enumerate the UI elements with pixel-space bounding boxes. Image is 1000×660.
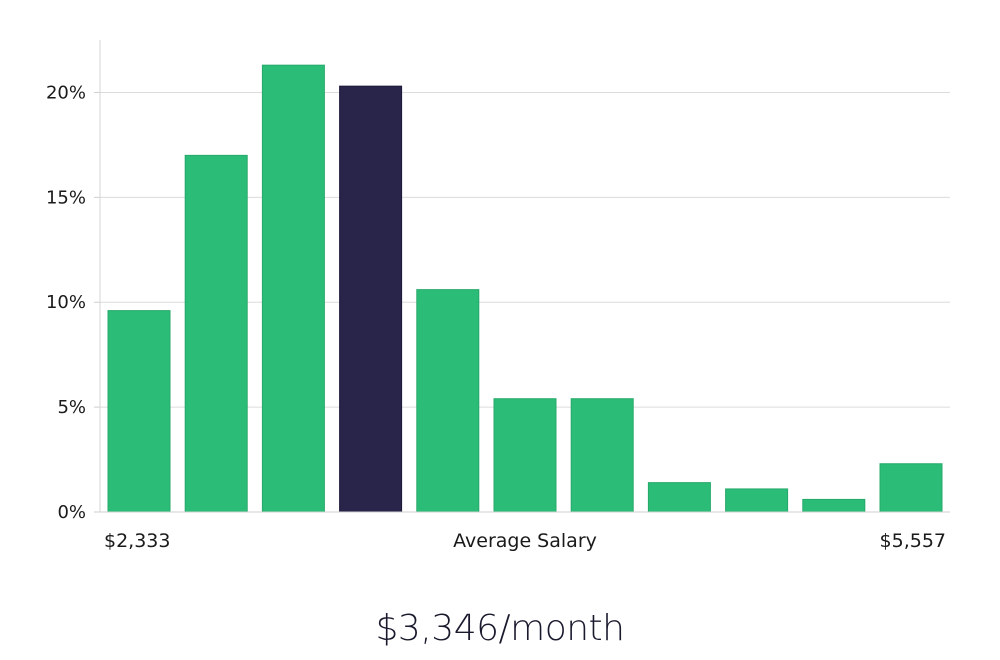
histogram-bar-highlighted	[339, 85, 403, 513]
y-tick-labels: 0% 5% 10% 15% 20%	[46, 82, 100, 523]
y-tick-label: 20%	[46, 82, 86, 103]
histogram-bar	[493, 398, 557, 513]
histogram-bar	[261, 64, 325, 513]
y-tick-label: 0%	[57, 502, 86, 523]
histogram-bar	[647, 482, 711, 513]
y-tick-label: 15%	[46, 187, 86, 208]
x-axis-title: Average Salary	[453, 530, 597, 552]
histogram-bar	[725, 488, 789, 513]
histogram-bar	[184, 154, 248, 513]
bars	[107, 64, 943, 513]
y-tick-label: 5%	[57, 397, 86, 418]
histogram-bar	[570, 398, 634, 513]
histogram-bar	[416, 289, 480, 513]
average-salary-caption: $3,346/month	[375, 608, 625, 649]
x-end-label: $5,557	[880, 530, 946, 552]
x-start-label: $2,333	[104, 530, 170, 552]
histogram-bar	[802, 498, 866, 513]
y-tick-label: 10%	[46, 292, 86, 313]
histogram-bar	[107, 310, 171, 513]
salary-histogram: 0% 5% 10% 15% 20% $2,333 Average Salary $5,5…	[46, 40, 950, 552]
histogram-bar	[879, 463, 943, 513]
